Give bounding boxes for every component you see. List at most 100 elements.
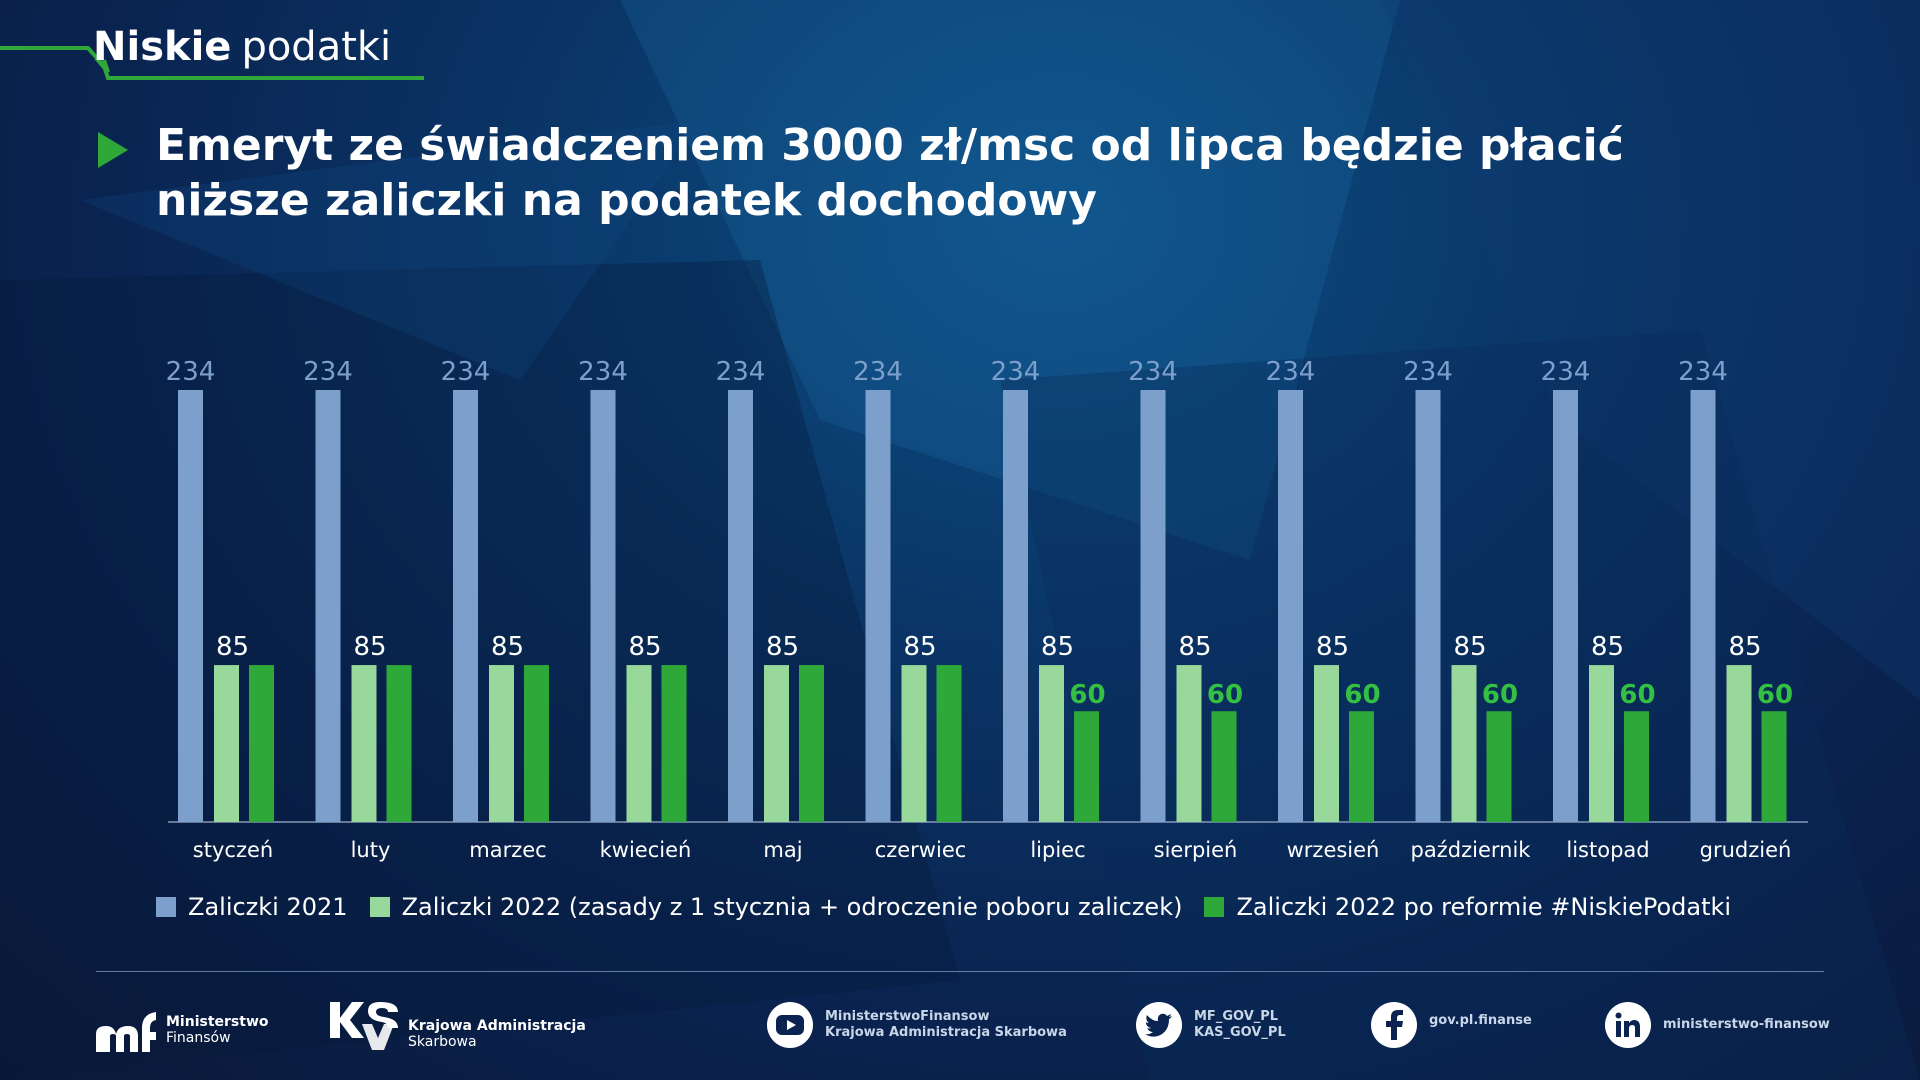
kas-name-line2: Skarbowa xyxy=(408,1034,477,1050)
legend-swatch-reform xyxy=(1204,897,1225,917)
facebook-icon xyxy=(1371,1002,1417,1048)
month-label-5: maj xyxy=(763,838,802,862)
play-arrow-icon xyxy=(98,132,128,168)
bar-reform-3 xyxy=(524,665,549,822)
mf-logo-icon xyxy=(96,1012,156,1052)
value-label-2021-9: 234 xyxy=(1266,357,1316,387)
legend-item-2022: Zaliczki 2022 (zasady z 1 stycznia + odr… xyxy=(369,893,1183,921)
month-label-11: listopad xyxy=(1566,838,1649,862)
month-label-10: październik xyxy=(1411,838,1532,862)
linkedin-handle: ministerstwo-finansow xyxy=(1663,1017,1830,1032)
bar-reform-12 xyxy=(1761,711,1787,822)
value-label-2022-11: 85 xyxy=(1591,632,1624,662)
value-label-reform-7: 60 xyxy=(1069,680,1105,710)
mf-name-line2: Finansów xyxy=(166,1030,231,1046)
bar-2022-5 xyxy=(764,665,789,822)
month-label-12: grudzień xyxy=(1700,838,1792,862)
bar-2022-12 xyxy=(1726,665,1752,822)
bar-2021-8 xyxy=(1140,390,1166,822)
legend-item-reform: Zaliczki 2022 po reformie #NiskiePodatki xyxy=(1204,893,1731,921)
month-label-6: czerwiec xyxy=(875,838,967,862)
bar-reform-6 xyxy=(936,665,962,822)
kas-logo[interactable]: Krajowa Administracja Skarbowa xyxy=(328,998,586,1054)
value-label-2022-8: 85 xyxy=(1178,632,1211,662)
youtube-icon xyxy=(767,1002,813,1048)
month-label-7: lipiec xyxy=(1030,838,1085,862)
brand-bold: Niskie xyxy=(93,24,232,70)
bar-2022-7 xyxy=(1039,665,1064,822)
legend-label-reform: Zaliczki 2022 po reformie #NiskiePodatki xyxy=(1236,893,1732,921)
bar-reform-10 xyxy=(1486,711,1512,822)
bar-2022-8 xyxy=(1176,665,1202,822)
bar-2022-3 xyxy=(489,665,514,822)
bar-2022-2 xyxy=(351,665,377,822)
value-label-reform-12: 60 xyxy=(1757,680,1793,710)
month-label-2: luty xyxy=(351,838,391,862)
bar-2021-1 xyxy=(178,390,203,822)
value-label-2021-1: 234 xyxy=(166,357,216,387)
bar-2022-6 xyxy=(901,665,927,822)
linkedin-link[interactable]: ministerstwo-finansow xyxy=(1605,1002,1830,1048)
twitter-line1: MF_GOV_PL xyxy=(1194,1009,1279,1024)
value-label-reform-10: 60 xyxy=(1482,680,1518,710)
bar-2021-7 xyxy=(1003,390,1028,822)
page-title: Emeryt ze świadczeniem 3000 zł/msc od li… xyxy=(156,120,1624,226)
bar-2022-11 xyxy=(1589,665,1614,822)
bar-reform-8 xyxy=(1211,711,1237,822)
bar-2021-2 xyxy=(315,390,341,822)
bar-2021-11 xyxy=(1553,390,1578,822)
value-label-2022-2: 85 xyxy=(353,632,386,662)
mf-name-line1: Ministerstwo xyxy=(166,1014,269,1030)
legend-swatch-2022 xyxy=(369,897,390,917)
value-label-reform-11: 60 xyxy=(1619,680,1655,710)
value-label-2021-7: 234 xyxy=(991,357,1041,387)
value-label-2022-3: 85 xyxy=(491,632,524,662)
kas-logo-icon xyxy=(330,1002,398,1050)
value-label-2022-4: 85 xyxy=(628,632,661,662)
mf-logo[interactable]: Ministerstwo Finansów xyxy=(96,1008,269,1052)
youtube-line1: MinisterstwoFinansow xyxy=(825,1009,990,1024)
title-row: Emeryt ze świadczeniem 3000 zł/msc od li… xyxy=(96,118,1706,228)
bar-reform-2 xyxy=(386,665,412,822)
value-label-2022-9: 85 xyxy=(1316,632,1349,662)
chart-legend: Zaliczki 2021 Zaliczki 2022 (zasady z 1 … xyxy=(156,893,1753,921)
footer: Ministerstwo Finansów Krajowa Administra… xyxy=(0,990,1920,1070)
bar-2021-5 xyxy=(728,390,753,822)
value-label-2021-10: 234 xyxy=(1403,357,1453,387)
legend-label-2022: Zaliczki 2022 (zasady z 1 stycznia + odr… xyxy=(401,893,1183,921)
value-label-2021-4: 234 xyxy=(578,357,628,387)
value-label-2021-2: 234 xyxy=(303,357,353,387)
twitter-link[interactable]: MF_GOV_PL KAS_GOV_PL xyxy=(1136,1002,1286,1048)
value-label-2022-1: 85 xyxy=(216,632,249,662)
twitter-icon xyxy=(1136,1002,1182,1048)
month-label-9: wrzesień xyxy=(1287,838,1380,862)
bar-2021-12 xyxy=(1690,390,1716,822)
value-label-reform-9: 60 xyxy=(1344,680,1380,710)
month-label-8: sierpień xyxy=(1154,838,1238,862)
brand-underline xyxy=(0,46,424,80)
value-label-reform-8: 60 xyxy=(1207,680,1243,710)
brand-logo: Niskie podatki xyxy=(93,20,391,74)
value-label-2021-3: 234 xyxy=(441,357,491,387)
bar-2021-3 xyxy=(453,390,478,822)
youtube-line2: Krajowa Administracja Skarbowa xyxy=(825,1025,1067,1040)
facebook-link[interactable]: gov.pl.finanse xyxy=(1371,1002,1532,1048)
twitter-line2: KAS_GOV_PL xyxy=(1194,1025,1286,1040)
month-label-4: kwiecień xyxy=(600,838,692,862)
facebook-handle: gov.pl.finanse xyxy=(1429,1013,1532,1028)
bar-2022-1 xyxy=(214,665,239,822)
bar-reform-4 xyxy=(661,665,687,822)
value-label-2021-11: 234 xyxy=(1541,357,1591,387)
value-label-2022-12: 85 xyxy=(1728,632,1761,662)
youtube-link[interactable]: MinisterstwoFinansow Krajowa Administrac… xyxy=(767,1002,1067,1048)
legend-swatch-2021 xyxy=(156,897,176,917)
value-label-2022-6: 85 xyxy=(903,632,936,662)
bar-2021-9 xyxy=(1278,390,1303,822)
bar-2022-10 xyxy=(1451,665,1477,822)
value-label-2021-6: 234 xyxy=(853,357,903,387)
bar-reform-1 xyxy=(249,665,274,822)
month-label-1: styczeń xyxy=(193,838,273,862)
value-label-2021-5: 234 xyxy=(716,357,766,387)
bar-2021-4 xyxy=(590,390,616,822)
